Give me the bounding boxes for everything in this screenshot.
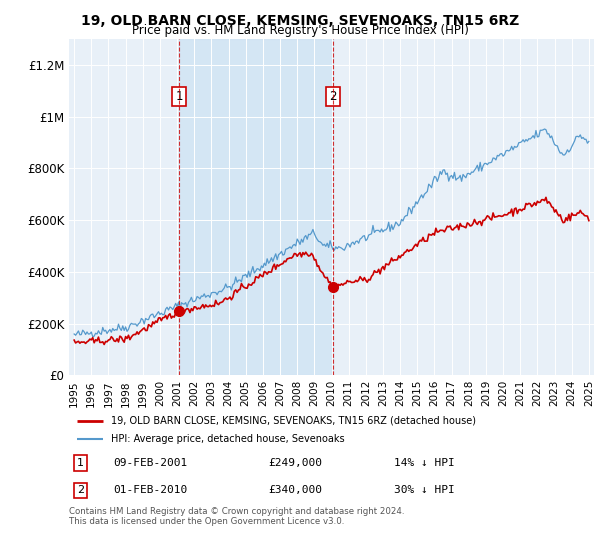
Text: 1: 1 [175,90,183,102]
Text: 01-FEB-2010: 01-FEB-2010 [113,486,188,496]
Text: 2: 2 [329,90,337,102]
Text: HPI: Average price, detached house, Sevenoaks: HPI: Average price, detached house, Seve… [111,434,344,444]
Text: £340,000: £340,000 [269,486,323,496]
Text: 30% ↓ HPI: 30% ↓ HPI [395,486,455,496]
Text: 1: 1 [77,458,84,468]
Text: £249,000: £249,000 [269,458,323,468]
Text: 09-FEB-2001: 09-FEB-2001 [113,458,188,468]
Text: 14% ↓ HPI: 14% ↓ HPI [395,458,455,468]
Bar [179,39,333,375]
Text: Contains HM Land Registry data © Crown copyright and database right 2024.
This d: Contains HM Land Registry data © Crown c… [69,507,404,526]
Text: 19, OLD BARN CLOSE, KEMSING, SEVENOAKS, TN15 6RZ (detached house): 19, OLD BARN CLOSE, KEMSING, SEVENOAKS, … [111,416,476,426]
Text: 2: 2 [77,486,84,496]
Text: 19, OLD BARN CLOSE, KEMSING, SEVENOAKS, TN15 6RZ: 19, OLD BARN CLOSE, KEMSING, SEVENOAKS, … [81,14,519,28]
Text: Price paid vs. HM Land Registry's House Price Index (HPI): Price paid vs. HM Land Registry's House … [131,24,469,37]
